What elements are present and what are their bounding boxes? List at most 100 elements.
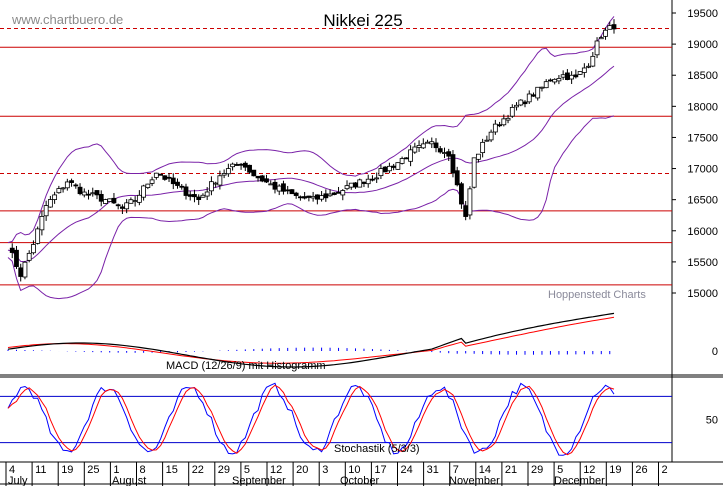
- candle-body: [590, 55, 596, 67]
- candle-body: [442, 152, 447, 154]
- candle-body: [264, 178, 269, 183]
- stochastic-d-line: [7, 384, 615, 456]
- candle-body: [255, 175, 261, 179]
- candle-body: [573, 74, 579, 78]
- candle-body: [259, 175, 265, 182]
- xaxis-month-label: November: [449, 475, 500, 486]
- candle-body: [26, 252, 32, 261]
- candle-body: [302, 196, 308, 199]
- candle-body: [535, 86, 541, 99]
- candle-body: [391, 165, 397, 168]
- candle-body: [35, 228, 41, 244]
- candle-body: [213, 182, 219, 185]
- candle-body: [403, 157, 409, 160]
- candle-body: [69, 180, 74, 183]
- candle-body: [611, 24, 617, 30]
- candle-body: [196, 196, 202, 201]
- candle-body: [581, 67, 587, 73]
- candle-body: [586, 65, 591, 68]
- candle-body: [319, 195, 324, 200]
- watermark: www.chartbuero.de: [11, 12, 123, 27]
- candle-body: [374, 177, 380, 180]
- candle-body: [560, 74, 566, 78]
- candle-body: [416, 145, 422, 148]
- candle-body: [543, 81, 549, 89]
- axis-labels: 1500015500160001650017000175001800018500…: [5, 8, 718, 486]
- candle-body: [594, 40, 600, 56]
- xaxis-day-label: 5: [557, 464, 563, 476]
- candle-body: [183, 186, 189, 196]
- xaxis-day-label: 22: [192, 464, 204, 476]
- candle-body: [18, 267, 24, 277]
- candle-body: [64, 181, 70, 189]
- candle-body: [43, 205, 49, 217]
- candle-body: [454, 170, 460, 186]
- candle-body: [225, 168, 231, 175]
- candle-body: [132, 200, 138, 203]
- macd-label: MACD (12/26/9) mit Histogramm: [166, 360, 326, 372]
- chart-title: Nikkei 225: [323, 11, 402, 30]
- candle-body: [488, 131, 494, 141]
- xaxis-month-label: December: [554, 475, 605, 486]
- candle-body: [471, 157, 477, 188]
- candle-body: [450, 154, 456, 174]
- candle-body: [467, 188, 473, 216]
- candle-body: [242, 162, 248, 168]
- xaxis-day-label: 14: [479, 464, 491, 476]
- candle-body: [526, 93, 532, 103]
- candle-body: [323, 193, 329, 199]
- candle-body: [158, 173, 163, 176]
- candle-body: [285, 189, 291, 192]
- candle-body: [598, 37, 604, 40]
- candle-body: [522, 101, 528, 105]
- candle-body: [145, 183, 151, 188]
- source-note: Hoppenstedt Charts: [548, 289, 646, 301]
- candle-body: [98, 193, 104, 202]
- candle-body: [475, 153, 481, 160]
- candle-body: [153, 172, 159, 178]
- candle-body: [136, 194, 142, 203]
- candle-body: [166, 176, 172, 179]
- candle-body: [480, 141, 486, 154]
- macd-tick-label: 0: [712, 346, 718, 358]
- candle-body: [336, 191, 341, 194]
- candle-body: [577, 71, 583, 75]
- candle-body: [31, 244, 36, 254]
- candle-body: [531, 94, 536, 97]
- candle-body: [94, 190, 100, 196]
- xaxis-month-label: August: [112, 475, 146, 486]
- candle-body: [361, 181, 367, 184]
- candle-body: [217, 175, 223, 186]
- candle-body: [47, 199, 53, 208]
- candle-body: [170, 177, 176, 185]
- candle-body: [120, 206, 125, 209]
- candle-body: [103, 199, 108, 204]
- price-tick-label: 15000: [687, 288, 718, 300]
- candle-body: [425, 141, 430, 144]
- xaxis-month-label: July: [8, 475, 28, 486]
- candle-body: [77, 186, 83, 195]
- candle-body: [14, 249, 19, 267]
- candle-body: [378, 168, 384, 177]
- candle-body: [276, 185, 282, 192]
- candle-body: [115, 204, 121, 207]
- candle-body: [552, 78, 558, 83]
- candle-body: [310, 195, 316, 199]
- candle-body: [437, 148, 443, 153]
- candle-body: [408, 149, 413, 162]
- candle-body: [56, 188, 62, 194]
- xaxis-day-label: 11: [35, 464, 46, 476]
- xaxis-day-label: 20: [296, 464, 308, 476]
- candle-body: [314, 194, 320, 200]
- price-tick-label: 18000: [687, 101, 718, 113]
- candle-body: [52, 194, 58, 200]
- xaxis-day-label: 19: [61, 464, 73, 476]
- bollinger-bands: [7, 16, 615, 300]
- candle-body: [124, 202, 130, 210]
- candle-body: [395, 162, 401, 170]
- xaxis-day-label: 10: [348, 464, 360, 476]
- xaxis-day-label: 5: [244, 464, 250, 476]
- candle-body: [187, 194, 193, 197]
- candle-body: [230, 163, 236, 168]
